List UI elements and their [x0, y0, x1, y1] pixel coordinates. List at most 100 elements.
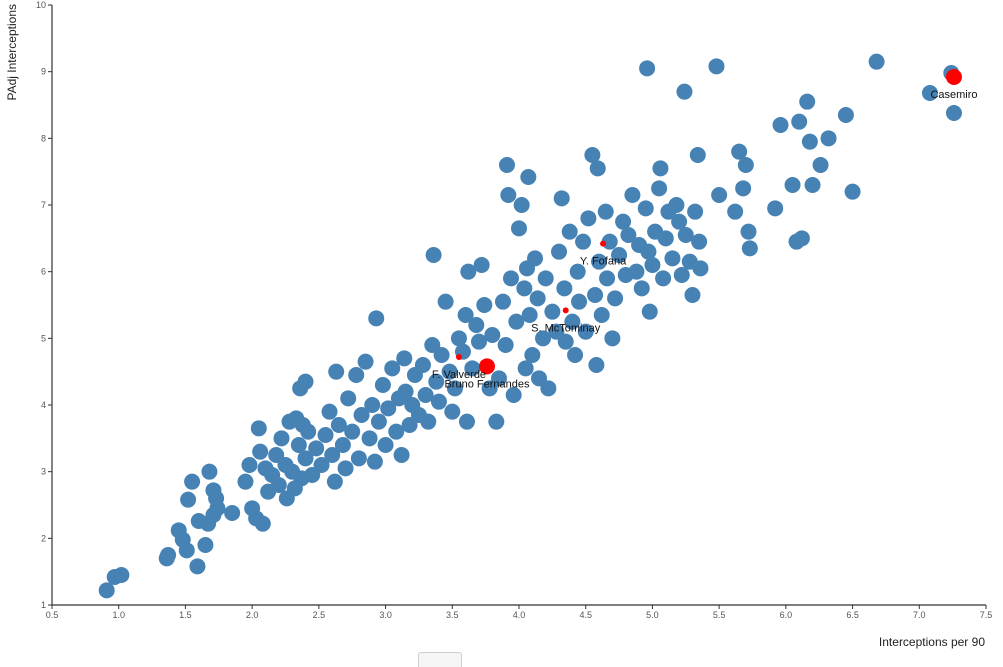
data-point[interactable] [567, 347, 584, 363]
data-point[interactable] [511, 220, 527, 237]
data-point[interactable] [428, 373, 445, 390]
data-point[interactable] [366, 453, 383, 470]
data-point[interactable] [330, 417, 347, 433]
data-point[interactable] [689, 147, 706, 163]
data-point[interactable] [224, 505, 241, 521]
data-point[interactable] [494, 293, 511, 310]
data-point[interactable] [500, 187, 517, 203]
data-point[interactable] [457, 307, 474, 323]
data-point[interactable] [812, 157, 829, 173]
data-point[interactable] [441, 363, 458, 380]
data-point[interactable] [784, 177, 801, 193]
data-point[interactable] [348, 367, 365, 383]
data-point[interactable] [350, 450, 367, 467]
data-point[interactable] [437, 293, 454, 310]
data-point[interactable] [113, 567, 130, 583]
data-point[interactable] [561, 223, 578, 240]
data-point[interactable] [580, 210, 597, 227]
data-point[interactable] [401, 417, 418, 433]
data-point[interactable] [575, 233, 592, 250]
data-point[interactable] [589, 160, 606, 177]
data-point[interactable] [524, 347, 541, 363]
data-point[interactable] [273, 430, 290, 447]
data-point[interactable] [377, 437, 394, 453]
data-point[interactable] [397, 383, 414, 400]
data-point[interactable] [731, 143, 748, 160]
data-point[interactable] [644, 257, 661, 273]
data-point[interactable] [502, 270, 519, 287]
data-point[interactable] [676, 83, 693, 100]
data-point[interactable] [607, 290, 624, 307]
data-point[interactable] [548, 323, 565, 340]
data-point[interactable] [241, 457, 258, 473]
data-point[interactable] [497, 337, 514, 353]
data-point[interactable] [353, 407, 370, 423]
data-point[interactable] [772, 117, 789, 133]
data-point[interactable] [593, 307, 610, 323]
data-point[interactable] [727, 203, 744, 220]
highlight-point[interactable] [478, 358, 495, 375]
data-point[interactable] [945, 105, 962, 121]
data-point[interactable] [252, 443, 269, 460]
data-point[interactable] [844, 183, 861, 200]
data-point[interactable] [414, 357, 431, 373]
data-point[interactable] [388, 423, 405, 440]
data-point[interactable] [529, 290, 546, 307]
data-point[interactable] [673, 267, 690, 283]
data-point[interactable] [556, 280, 573, 297]
data-point[interactable] [637, 200, 654, 217]
data-point[interactable] [184, 473, 201, 490]
data-point[interactable] [197, 537, 214, 553]
data-point[interactable] [599, 270, 616, 287]
data-point[interactable] [484, 327, 501, 343]
data-point[interactable] [384, 360, 401, 377]
data-point[interactable] [641, 303, 658, 320]
data-point[interactable] [490, 370, 507, 387]
data-point[interactable] [597, 203, 614, 220]
data-point[interactable] [652, 160, 669, 177]
highlight-point[interactable] [945, 69, 962, 85]
data-point[interactable] [334, 437, 351, 453]
data-point[interactable] [640, 243, 657, 260]
data-point[interactable] [767, 200, 784, 217]
data-point[interactable] [189, 558, 206, 575]
data-point[interactable] [516, 280, 533, 297]
data-point[interactable] [308, 440, 325, 457]
data-point[interactable] [324, 447, 341, 463]
data-point[interactable] [270, 477, 287, 493]
data-point[interactable] [317, 427, 334, 443]
data-point[interactable] [639, 60, 656, 77]
data-point[interactable] [544, 303, 561, 320]
data-point[interactable] [521, 307, 538, 323]
data-point[interactable] [531, 370, 548, 387]
data-point[interactable] [677, 227, 694, 243]
data-point[interactable] [601, 233, 618, 250]
data-point[interactable] [425, 247, 442, 263]
data-point[interactable] [498, 157, 515, 173]
data-point[interactable] [468, 317, 485, 333]
data-point[interactable] [424, 337, 441, 353]
data-point[interactable] [557, 333, 574, 350]
data-point[interactable] [527, 250, 544, 267]
data-point[interactable] [587, 287, 604, 303]
data-point[interactable] [209, 500, 226, 517]
data-point[interactable] [604, 330, 621, 347]
data-point[interactable] [476, 297, 493, 313]
data-point[interactable] [611, 247, 628, 263]
data-point[interactable] [380, 400, 397, 417]
data-point[interactable] [420, 413, 437, 430]
data-point[interactable] [481, 380, 498, 397]
data-point[interactable] [517, 360, 534, 377]
data-point[interactable] [160, 547, 177, 563]
data-point[interactable] [684, 287, 701, 303]
data-point[interactable] [564, 313, 581, 330]
data-point[interactable] [791, 113, 808, 130]
data-point[interactable] [364, 397, 381, 413]
data-point[interactable] [513, 197, 530, 213]
data-point[interactable] [584, 147, 601, 163]
data-point[interactable] [254, 515, 271, 532]
data-point[interactable] [180, 491, 197, 508]
highlight-point[interactable] [600, 240, 607, 247]
data-point[interactable] [470, 333, 487, 350]
data-point[interactable] [460, 263, 477, 280]
